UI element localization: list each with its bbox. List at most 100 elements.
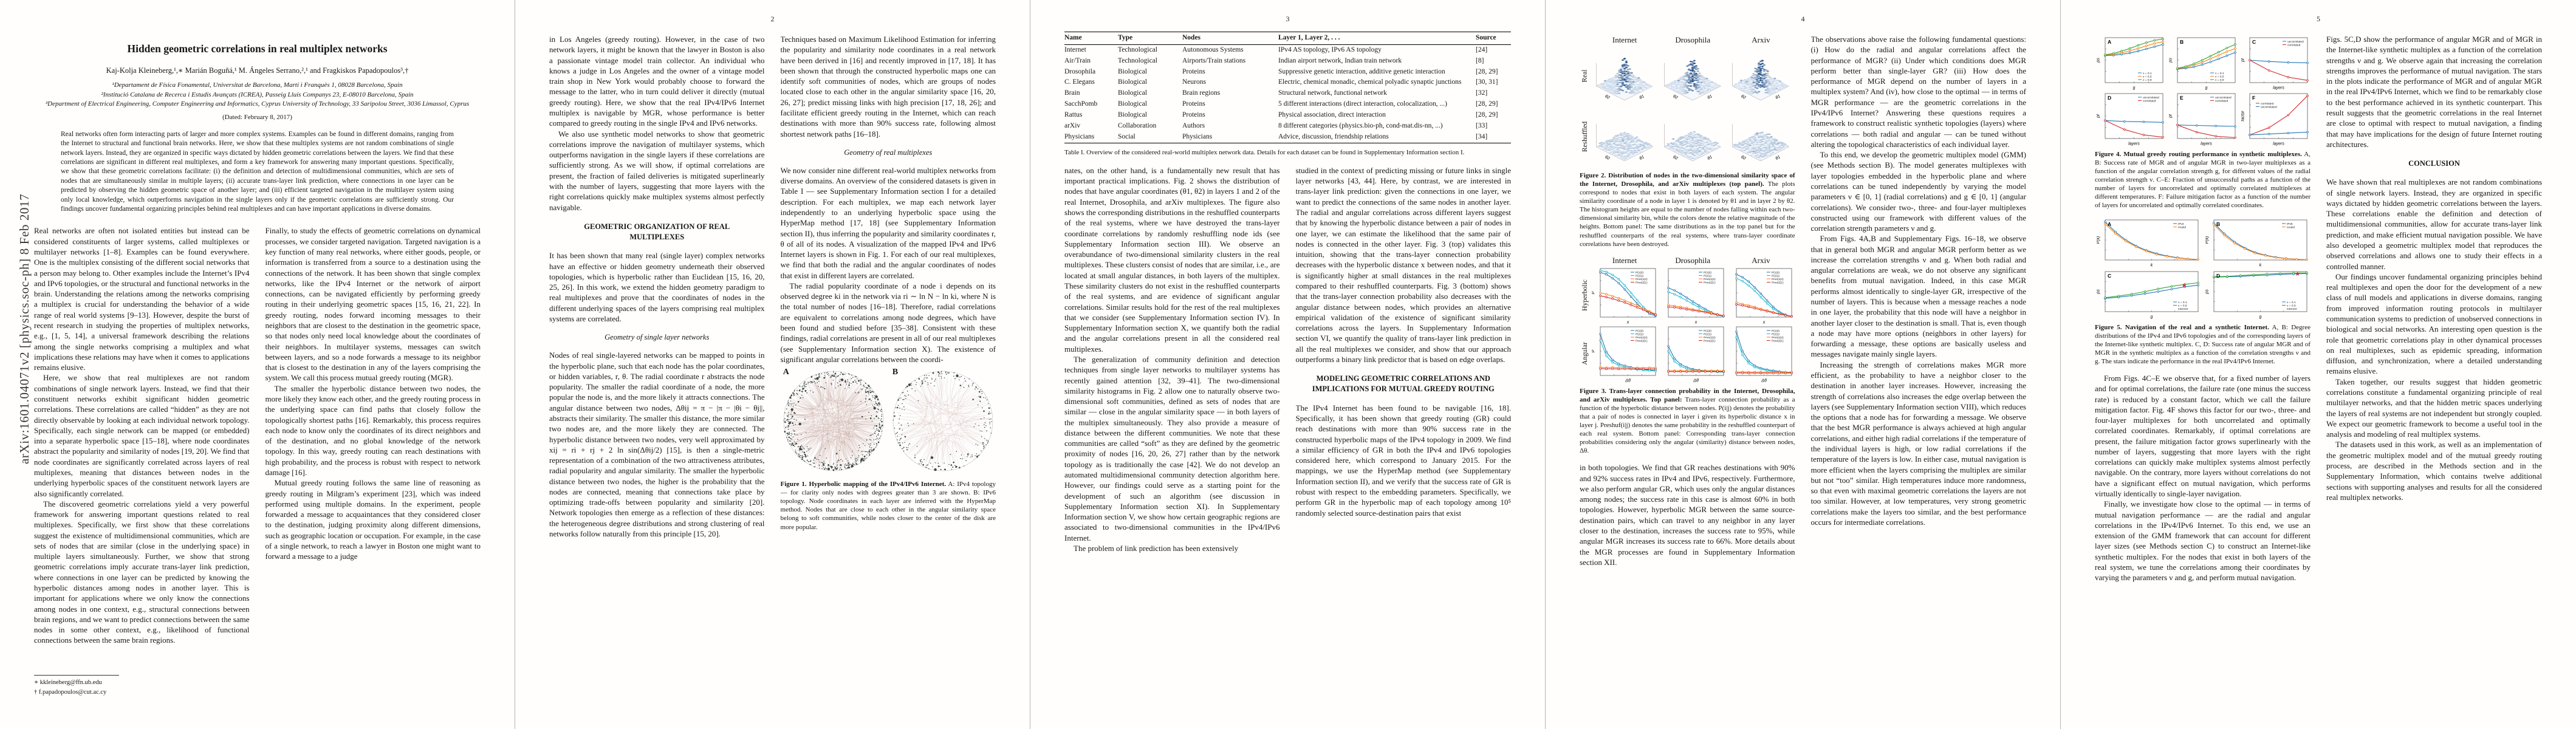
hist3d-reshuffled-arxiv: θ1 θ2: [1732, 123, 1790, 162]
table-row: SacchPomb Biological Proteins 5 differen…: [1064, 100, 1498, 108]
svg-text:ν = 0.1: ν = 0.1: [2143, 72, 2152, 75]
svg-text:Pres(2|1): Pres(2|1): [1772, 339, 1784, 343]
svg-text:pf: pf: [2097, 114, 2101, 118]
body-paragraph: From Figs. 4A,B and Supplementary Figs. …: [1810, 234, 2027, 359]
svg-text:F: F: [2252, 95, 2255, 101]
table-row: Drosophila Biological Proteins Suppressi…: [1064, 67, 1498, 75]
chart-mgr-success: Aν = 0.1ν = 0.5ν = 0.9 g ps: [2097, 37, 2164, 90]
svg-text:D: D: [2216, 273, 2220, 279]
svg-text:ps: ps: [2097, 58, 2101, 63]
svg-text:g: g: [2259, 315, 2262, 319]
body-paragraph: Here, we show that real multiplexes are …: [34, 373, 250, 498]
svg-text:Pres(2|1): Pres(2|1): [1704, 281, 1716, 284]
svg-text:Δθ: Δθ: [1761, 378, 1767, 383]
svg-text:ν = 0.9: ν = 0.9: [2178, 304, 2187, 307]
section-heading: GEOMETRIC ORGANIZATION OF REAL MULTIPLEX…: [584, 222, 730, 242]
page1-left-column: Real networks are often not isolated ent…: [34, 225, 250, 697]
chart-degree-dist-ipv6: B IPv6model k P(k): [2205, 219, 2308, 267]
body-paragraph: Figs. 5C,D show the performance of angul…: [2326, 35, 2542, 149]
svg-text:A: A: [2108, 221, 2111, 227]
svg-text:P(2|1): P(2|1): [1636, 332, 1643, 336]
table-1-caption: Table I. Overview of the considered real…: [1064, 148, 1465, 156]
subsection-heading: Geometry of real multiplexes: [844, 148, 933, 157]
svg-text:P(1|2): P(1|2): [1772, 271, 1780, 275]
svg-text:P(k): P(k): [2205, 236, 2210, 244]
svg-text:★: ★: [2182, 282, 2187, 289]
svg-text:θ1: θ1: [1707, 155, 1713, 161]
section-heading: CONCLUSION: [2408, 159, 2460, 168]
hist3d-reshuffled-internet: θ1 θ2: [1596, 123, 1654, 162]
body-paragraph: We have shown that real multiplexes are …: [2326, 177, 2542, 271]
table-row: Air/Train Technological Airports/Train s…: [1064, 56, 1484, 64]
svg-text:k: k: [2259, 263, 2262, 267]
svg-text:layers: layers: [2273, 142, 2284, 146]
figure-1-caption: Figure 1. Hyperbolic mapping of the IPv4…: [780, 481, 996, 531]
svg-text:Pres(2|1): Pres(2|1): [1636, 281, 1648, 284]
affiliation-line: ¹Departament de Física Fonamental, Unive…: [112, 81, 403, 89]
svg-text:P: P: [1592, 291, 1596, 294]
figure-3-column-labels: Internet Drosophila Arxiv: [1612, 255, 1770, 265]
svg-text:P(1|2): P(1|2): [1636, 271, 1643, 275]
body-paragraph: Mutual greedy routing follows the same l…: [265, 478, 481, 561]
paper-title: Hidden geometric correlations in real mu…: [127, 43, 388, 55]
figure-3-row-label: Angular: [1581, 341, 1589, 365]
svg-text:factor: factor: [2241, 111, 2245, 122]
arxiv-stamp: arXiv:1601.04071v2 [physics.soc-ph] 8 Fe…: [17, 193, 32, 464]
chart-hyperbolic-arxiv: P(1|2)P(2|1)Pres(1|2)Pres(2|1) x: [1735, 268, 1793, 324]
chart-internet-angular-mgr: ★ Cν = 0.1ν = 0.9Internet g ps: [2097, 271, 2199, 319]
hyperbolic-disk-ipv4: [783, 371, 884, 471]
body-paragraph: The observations above raise the followi…: [1810, 35, 2027, 149]
table-header-row: Name Type Nodes Layer 1, Layer 2, . . . …: [1064, 32, 1511, 45]
svg-text:model: model: [2287, 225, 2295, 229]
page3-left-column: nates, on the other hand, is a fundament…: [1064, 165, 1280, 691]
section-heading: MODELING GEOMETRIC CORRELATIONS AND IMPL…: [1312, 374, 1495, 394]
table-1: Name Type Nodes Layer 1, Layer 2, . . . …: [1064, 32, 1511, 143]
table-1-wrap: Name Type Nodes Layer 1, Layer 2, . . . …: [1030, 0, 1545, 143]
body-paragraph: From Figs. 4C–E we observe that, for a f…: [2095, 373, 2311, 499]
svg-text:ps: ps: [2169, 58, 2173, 63]
body-paragraph: The datasets used in this work, as well …: [2326, 440, 2542, 502]
table-row: Rattus Biological Proteins Physical asso…: [1064, 111, 1498, 119]
table-row: arXiv Collaboration Authors 8 different …: [1064, 122, 1488, 129]
page5-right-column: Figs. 5C,D show the performance of angul…: [2326, 34, 2542, 694]
page4-right-column: The observations above raise the followi…: [1811, 34, 2027, 694]
hist3d-real-arxiv: θ1 θ2: [1732, 60, 1790, 101]
body-paragraph: studied in the context of predicting mis…: [1295, 165, 1512, 364]
svg-text:x: x: [1626, 320, 1629, 324]
svg-text:A: A: [2108, 39, 2111, 45]
svg-text:P(1|2): P(1|2): [1704, 329, 1711, 333]
front-matter: Hidden geometric correlations in real mu…: [0, 0, 515, 214]
svg-text:Pres(1|2): Pres(1|2): [1772, 336, 1784, 340]
svg-text:Internet: Internet: [2287, 307, 2297, 310]
figure-2-caption: Figure 2. Distribution of nodes in the t…: [1580, 172, 1795, 248]
svg-text:model: model: [2178, 225, 2186, 229]
svg-text:θ2: θ2: [1673, 155, 1679, 161]
svg-text:Pres(1|2): Pres(1|2): [1772, 278, 1784, 281]
body-paragraph: The discovered geometric correlations yi…: [34, 499, 250, 645]
svg-text:layers: layers: [2273, 86, 2284, 91]
dated-line: (Dated: February 8, 2017): [222, 113, 292, 121]
chart-mitigation-factor: Fcorrelateduncorrelated layers factor: [2241, 93, 2309, 146]
body-paragraph: The problem of link prediction has been …: [1074, 544, 1239, 553]
page-1: arXiv:1601.04071v2 [physics.soc-ph] 8 Fe…: [0, 0, 515, 729]
svg-text:uncorrelated: uncorrelated: [2215, 96, 2232, 100]
page2-right-column: Techniques based on Maximum Likelihood E…: [781, 34, 996, 694]
svg-text:P: P: [1592, 349, 1596, 352]
svg-text:θ2: θ2: [1605, 155, 1611, 161]
body-paragraph: Real networks are often not isolated ent…: [34, 226, 250, 372]
svg-text:θ2: θ2: [1741, 155, 1747, 161]
subsection-heading: Geometry of single layer networks: [605, 333, 710, 342]
affiliation-line: ²Institució Catalana de Recerca i Estudi…: [101, 91, 414, 98]
svg-text:P(2|1): P(2|1): [1704, 332, 1711, 336]
chart-angular-drosophila: P(1|2)P(2|1)Pres(1|2)Pres(2|1) Δθ: [1667, 326, 1725, 383]
svg-text:ν = 0.1: ν = 0.1: [2287, 300, 2296, 304]
figure-3-caption: Figure 3. Trans-layer connection probabi…: [1580, 387, 1795, 455]
svg-text:θ2: θ2: [1605, 94, 1611, 100]
svg-text:C: C: [2108, 273, 2111, 279]
figure-1-panel-a: A: [782, 368, 885, 476]
